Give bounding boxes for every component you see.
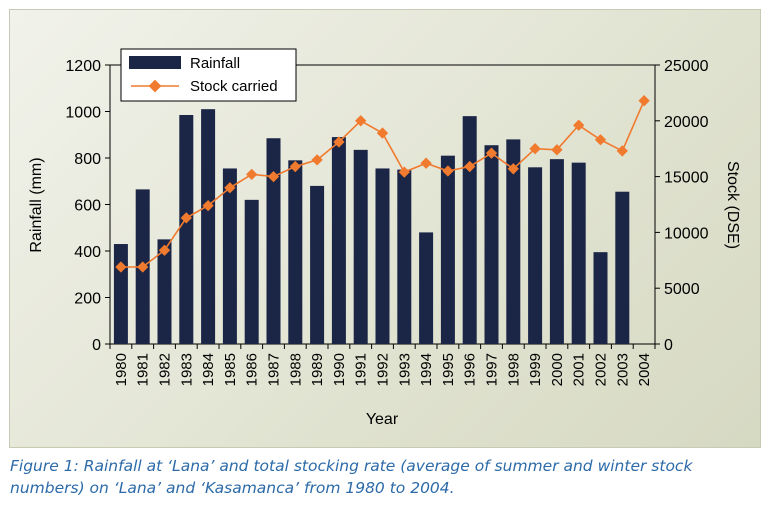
- stock-carried-marker: [180, 212, 192, 224]
- stock-carried-marker: [616, 145, 628, 157]
- figure-caption: Figure 1: Rainfall at ‘Lana’ and total s…: [10, 457, 693, 497]
- x-tick-label: 1986: [244, 353, 261, 386]
- rainfall-bar: [462, 116, 477, 345]
- rainfall-bar: [506, 139, 521, 344]
- x-tick-label: 1984: [200, 353, 217, 386]
- rainfall-bar: [375, 168, 390, 344]
- x-tick-label: 1989: [309, 353, 326, 386]
- rainfall-bar: [266, 138, 281, 344]
- rainfall-bar: [201, 109, 216, 344]
- rainfall-bar: [353, 149, 368, 344]
- rainfall-bar: [113, 244, 128, 344]
- y-tick-label: 200: [74, 291, 101, 308]
- y-tick-label: 600: [74, 198, 101, 215]
- legend-label-rainfall: Rainfall: [190, 55, 240, 72]
- y2-tick-label: 5000: [664, 281, 700, 298]
- x-tick-label: 2003: [614, 353, 631, 386]
- rainfall-bar: [484, 145, 499, 344]
- stock-carried-marker: [289, 160, 301, 173]
- x-axis-title: Year: [366, 411, 399, 428]
- x-tick-label: 1990: [331, 353, 348, 386]
- x-tick-label: 1999: [527, 353, 544, 386]
- y-tick-label: 0: [92, 337, 101, 354]
- stock-carried-marker: [420, 157, 432, 169]
- rainfall-bar: [310, 185, 325, 344]
- stock-carried-marker: [507, 163, 519, 175]
- x-tick-label: 1998: [505, 353, 522, 386]
- stock-carried-marker: [202, 199, 214, 212]
- x-tick-label: 1988: [287, 353, 304, 386]
- x-tick-label: 2004: [636, 353, 653, 386]
- y-axis-title: Rainfall (mm): [28, 157, 45, 252]
- x-tick-label: 1997: [484, 353, 501, 386]
- x-tick-label: 1980: [113, 353, 130, 386]
- rainfall-bar: [397, 169, 412, 344]
- stock-carried-marker: [158, 244, 171, 256]
- rainfall-bar: [615, 191, 630, 344]
- legend-swatch-rainfall: [129, 56, 181, 69]
- stock-carried-marker: [398, 166, 410, 178]
- rainfall-bar: [419, 232, 434, 344]
- x-tick-label: 1995: [440, 353, 457, 386]
- y2-tick-label: 25000: [664, 58, 709, 75]
- stock-carried-marker: [594, 134, 607, 146]
- y2-tick-label: 10000: [664, 225, 709, 242]
- figure-panel: 0 200 400 600 800 1000 1200 0 5000 10000 15000 200…: [9, 9, 761, 448]
- y-tick-label: 800: [74, 151, 101, 168]
- rainfall-bar: [331, 137, 346, 344]
- x-tick-label: 2000: [549, 353, 566, 386]
- y2-tick-label: 20000: [664, 114, 709, 131]
- stock-carried-marker: [311, 154, 323, 166]
- stock-carried-marker: [442, 165, 454, 177]
- y2-tick-label: 0: [664, 337, 673, 354]
- y2-axis-title: Stock (DSE): [724, 161, 741, 249]
- y-axis-left: 0 200 400 600 800 1000 1200: [65, 58, 110, 354]
- x-tick-label: 1982: [157, 353, 174, 386]
- stock-carried-marker: [638, 95, 650, 107]
- rainfall-bar: [244, 199, 259, 344]
- x-axis: 1980 1981 1982 1983 1984 1985 1986 1987 1988 1989…: [109, 344, 656, 386]
- x-tick-label: 1996: [462, 353, 479, 386]
- stock-carried-marker: [551, 144, 563, 156]
- combo-chart: 0 200 400 600 800 1000 1200 0 5000 10000 15000 200…: [28, 48, 741, 428]
- y-tick-label: 400: [74, 244, 101, 261]
- legend-label-stock: Stock carried: [190, 78, 278, 95]
- stock-carried-marker: [246, 168, 258, 181]
- stock-carried-marker: [137, 261, 149, 273]
- rainfall-bar: [222, 168, 237, 344]
- stock-carried-marker: [464, 160, 476, 173]
- stock-carried-marker: [376, 127, 389, 139]
- x-tick-label: 1994: [418, 353, 435, 386]
- rainfall-bar: [593, 252, 608, 344]
- stock-carried-marker: [333, 136, 345, 148]
- stock-carried-marker: [267, 170, 280, 183]
- legend: Rainfall Stock carried: [120, 48, 297, 102]
- rainfall-bar: [549, 159, 564, 344]
- x-tick-label: 1993: [396, 353, 413, 386]
- stock-carried-marker: [224, 182, 236, 194]
- rainfall-bar: [288, 160, 303, 344]
- x-tick-label: 1981: [135, 353, 152, 386]
- x-tick-label: 2002: [593, 353, 610, 386]
- x-tick-label: 1987: [266, 353, 283, 386]
- rainfall-bar: [528, 167, 543, 344]
- rainfall-bar: [571, 162, 586, 344]
- y-tick-label: 1000: [65, 105, 101, 122]
- y-axis-right: 0 5000 10000 15000 20000 25000: [655, 58, 709, 354]
- x-tick-label: 2001: [571, 353, 588, 386]
- x-tick-label: 1985: [222, 353, 239, 386]
- rainfall-bar: [179, 114, 194, 344]
- stock-carried-marker: [529, 143, 541, 155]
- x-tick-label: 1983: [178, 353, 195, 386]
- stock-carried-marker: [485, 147, 498, 159]
- legend-swatch-stock-marker: [148, 79, 162, 93]
- y-tick-label: 1200: [65, 58, 101, 75]
- rainfall-bar: [157, 239, 172, 344]
- x-tick-label: 1991: [353, 353, 370, 386]
- rainfall-bar: [440, 155, 455, 344]
- x-tick-label: 1992: [375, 353, 392, 386]
- y2-tick-label: 15000: [664, 170, 709, 187]
